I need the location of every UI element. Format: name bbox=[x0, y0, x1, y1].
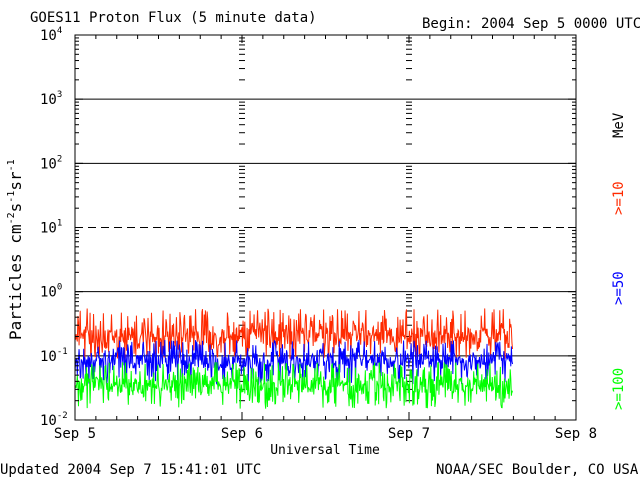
legend->=10: >=10 bbox=[611, 181, 627, 215]
chart-title: GOES11 Proton Flux (5 minute data) bbox=[30, 10, 317, 26]
series-line->=100 bbox=[75, 361, 514, 409]
credit-label: NOAA/SEC Boulder, CO USA bbox=[436, 462, 639, 478]
begin-time: Begin: 2004 Sep 5 0000 UTC bbox=[422, 16, 640, 32]
series-line->=10 bbox=[75, 308, 514, 359]
x-axis-label: Universal Time bbox=[270, 443, 380, 458]
y-tick-label: 101 bbox=[40, 219, 62, 237]
y-tick-label: 103 bbox=[40, 90, 62, 108]
legend->=50: >=50 bbox=[611, 271, 627, 305]
y-tick-label: 10-2 bbox=[40, 411, 68, 429]
y-tick-label: 104 bbox=[40, 26, 62, 44]
x-tick-label: Sep 5 bbox=[54, 426, 96, 442]
x-tick-label: Sep 6 bbox=[221, 426, 263, 442]
y-tick-label: 10-1 bbox=[40, 347, 68, 365]
y-tick-label: 100 bbox=[40, 283, 62, 301]
legend->=100: >=100 bbox=[611, 368, 627, 410]
y-axis-label: Particles cm-2s-1sr-1 bbox=[6, 159, 25, 340]
series-line->=50 bbox=[75, 339, 514, 386]
x-tick-label: Sep 8 bbox=[555, 426, 597, 442]
x-tick-label: Sep 7 bbox=[388, 426, 430, 442]
y-tick-label: 102 bbox=[40, 154, 62, 172]
updated-timestamp: Updated 2004 Sep 7 15:41:01 UTC bbox=[0, 462, 262, 478]
legend-units: MeV bbox=[611, 112, 627, 138]
